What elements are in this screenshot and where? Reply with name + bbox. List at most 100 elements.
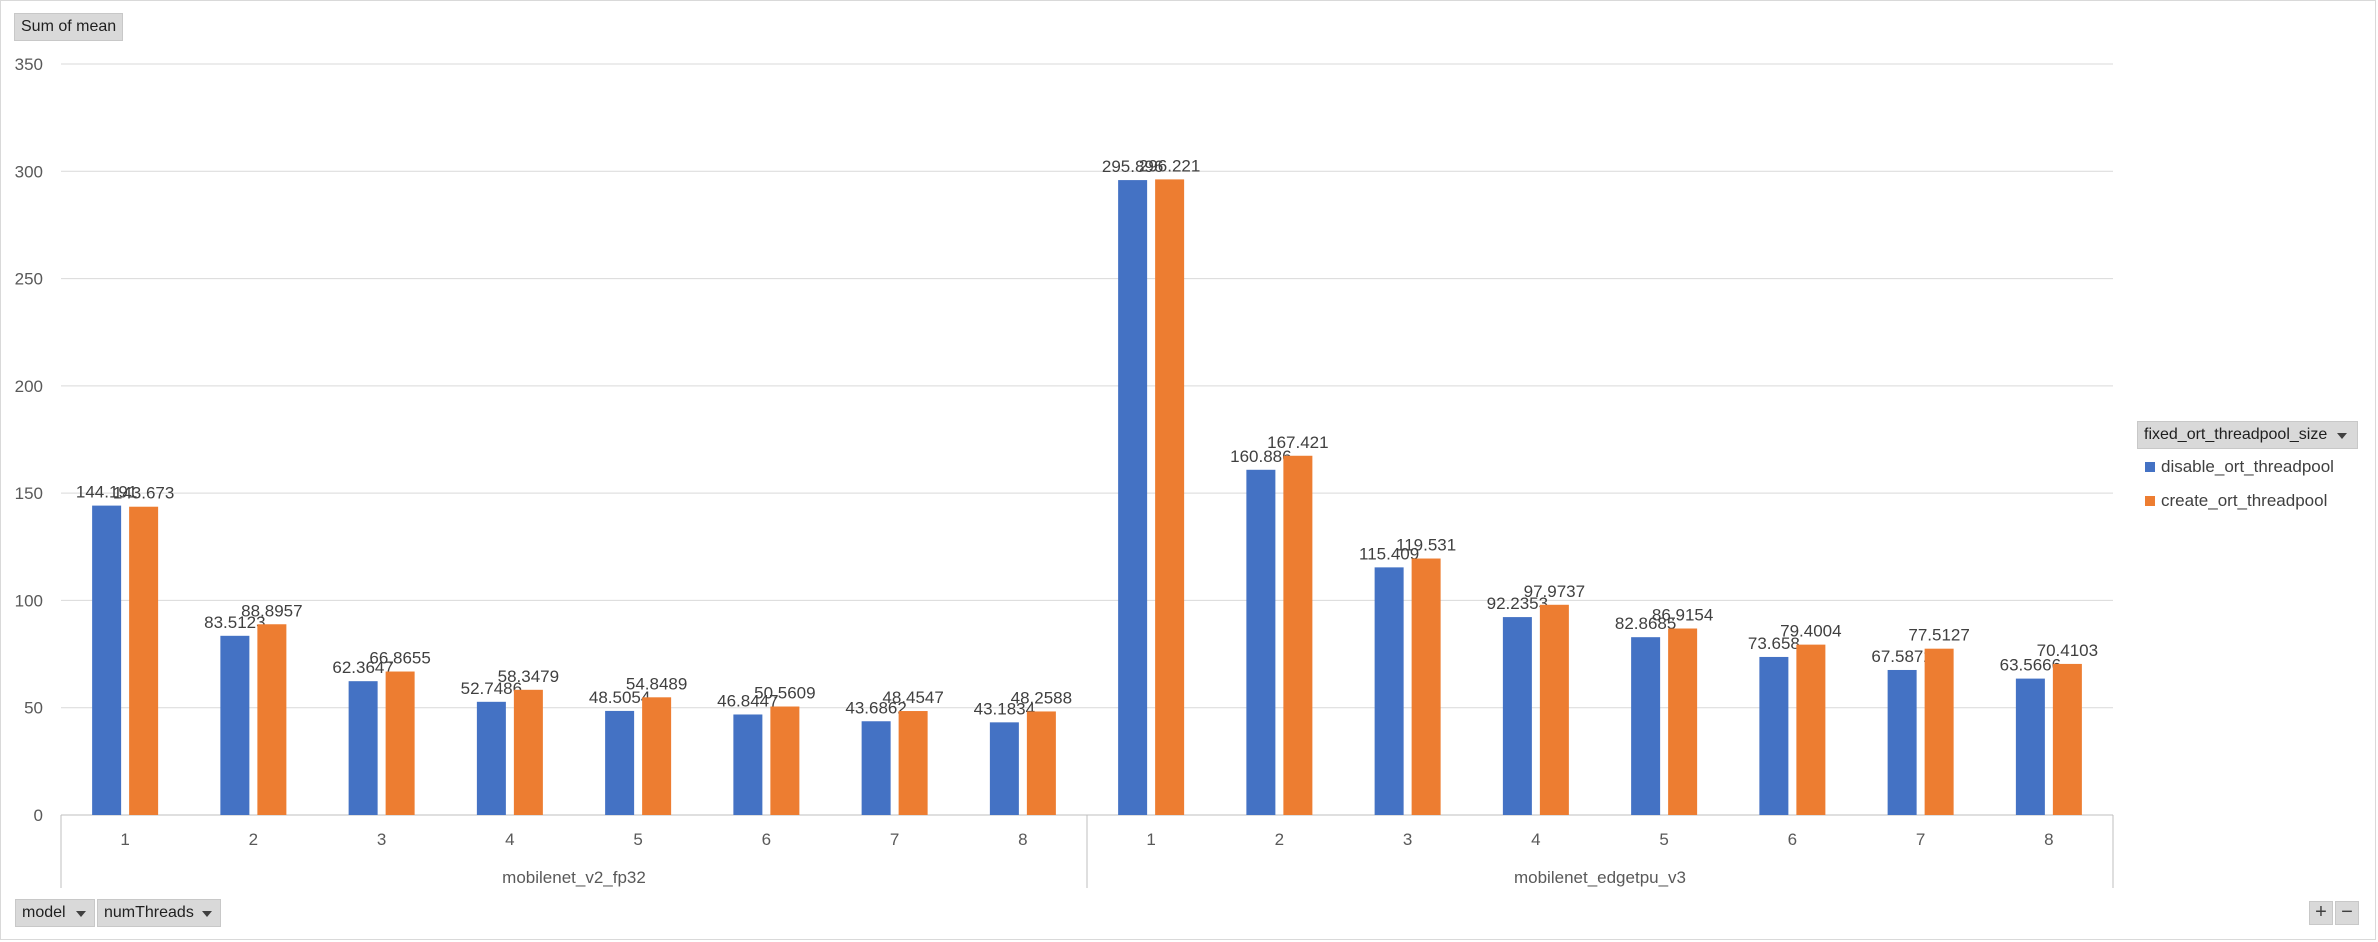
data-label: 86.9154 (1652, 606, 1713, 625)
y-tick-label: 350 (15, 55, 43, 74)
bar (129, 506, 159, 815)
bar (1246, 469, 1276, 815)
data-label: 115.409 (1359, 544, 1419, 563)
chevron-down-icon[interactable] (2337, 433, 2347, 439)
data-label: 48.2588 (1011, 688, 1072, 707)
x-tick-label: 1 (120, 830, 129, 849)
legend-label-disable: disable_ort_threadpool (2161, 457, 2334, 476)
data-label: 46.8447 (717, 691, 778, 710)
numthreads-field-button[interactable]: numThreads (97, 899, 221, 927)
minus-icon: − (2341, 901, 2353, 923)
bar (1539, 604, 1569, 815)
bar (92, 505, 122, 815)
data-label: 97.9737 (1524, 582, 1585, 601)
data-label: 48.5054 (589, 688, 650, 707)
chevron-down-icon[interactable] (202, 911, 212, 917)
bar (385, 671, 415, 815)
data-label: 144.191 (76, 483, 137, 502)
data-label: 88.8957 (241, 601, 302, 620)
bar (257, 624, 287, 815)
bar (1118, 180, 1148, 815)
x-tick-label: 3 (377, 830, 386, 849)
data-label: 50.5609 (754, 684, 815, 703)
bar (733, 714, 763, 815)
bar (770, 706, 800, 815)
data-label: 79.4004 (1780, 622, 1841, 641)
data-label: 295.896 (1102, 157, 1163, 176)
data-label: 296.221 (1139, 156, 1200, 175)
x-tick-label: 4 (505, 830, 514, 849)
bar (1283, 455, 1313, 815)
legend-item-disable[interactable]: disable_ort_threadpool (2145, 457, 2334, 477)
data-label: 83.5123 (204, 613, 265, 632)
legend-item-create[interactable]: create_ort_threadpool (2145, 491, 2327, 511)
data-label: 66.8655 (369, 649, 430, 668)
data-label: 52.7486 (461, 679, 522, 698)
data-label: 63.5666 (2000, 656, 2061, 675)
bar (1887, 669, 1917, 815)
model-field-button[interactable]: model (15, 899, 95, 927)
sum-of-mean-label: Sum of mean (21, 18, 117, 35)
x-tick-label: 2 (1275, 830, 1284, 849)
x-tick-label: 6 (762, 830, 771, 849)
legend-swatch-disable (2145, 461, 2155, 472)
x-group-label: mobilenet_edgetpu_v3 (1514, 868, 1686, 887)
legend-field-label: fixed_ort_threadpool_size (2144, 426, 2328, 443)
bar (1759, 656, 1789, 815)
bar (1796, 644, 1826, 815)
data-label: 160.886 (1230, 447, 1291, 466)
plus-icon: + (2315, 901, 2327, 923)
numthreads-field-label: numThreads (104, 904, 194, 921)
sum-of-mean-field-button[interactable]: Sum of mean (14, 13, 124, 41)
data-label: 119.531 (1396, 536, 1456, 555)
model-field-label: model (22, 904, 66, 921)
y-tick-label: 150 (15, 484, 43, 503)
bar (2015, 678, 2045, 815)
y-tick-label: 200 (15, 377, 43, 396)
bar (1631, 637, 1661, 815)
x-tick-label: 7 (890, 830, 899, 849)
bar (1411, 558, 1441, 815)
x-tick-label: 4 (1531, 830, 1540, 849)
bar (1502, 617, 1532, 815)
data-label: 167.421 (1267, 433, 1328, 452)
x-tick-label: 8 (2044, 830, 2053, 849)
zoom-out-button[interactable]: − (2335, 901, 2359, 925)
data-label: 73.658 (1748, 634, 1800, 653)
bar (1668, 628, 1698, 815)
bar (989, 722, 1019, 815)
bar (513, 689, 543, 815)
legend-field-button[interactable]: fixed_ort_threadpool_size (2137, 421, 2358, 449)
data-label: 77.5127 (1908, 626, 1969, 645)
y-tick-label: 300 (15, 162, 43, 181)
bar (605, 710, 635, 815)
bar (476, 701, 506, 815)
bar (1374, 567, 1404, 815)
bar (642, 697, 672, 815)
x-tick-label: 2 (249, 830, 258, 849)
chevron-down-icon[interactable] (76, 911, 86, 917)
data-label: 82.8685 (1615, 614, 1676, 633)
bar (1155, 179, 1185, 816)
x-group-label: mobilenet_v2_fp32 (502, 868, 646, 887)
x-tick-label: 6 (1788, 830, 1797, 849)
bar (1924, 648, 1954, 815)
bar (1026, 711, 1056, 815)
data-label: 143.673 (113, 484, 174, 503)
x-tick-label: 5 (633, 830, 642, 849)
bar (861, 721, 891, 815)
x-tick-label: 1 (1146, 830, 1155, 849)
x-tick-label: 5 (1659, 830, 1668, 849)
data-label: 48.4547 (882, 688, 943, 707)
zoom-in-button[interactable]: + (2309, 901, 2333, 925)
data-label: 58.3479 (498, 667, 559, 686)
x-tick-label: 3 (1403, 830, 1412, 849)
data-label: 43.6862 (845, 698, 906, 717)
y-tick-label: 100 (15, 591, 43, 610)
data-label: 54.8489 (626, 674, 687, 693)
y-tick-label: 0 (34, 806, 43, 825)
data-label: 43.1834 (974, 699, 1035, 718)
y-tick-label: 250 (15, 270, 43, 289)
